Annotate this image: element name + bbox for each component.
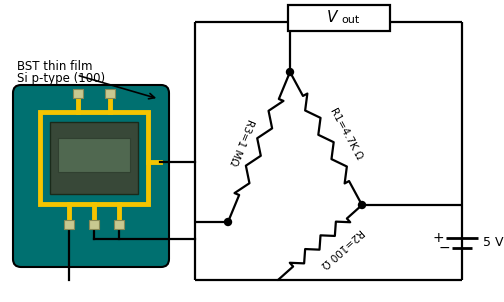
Bar: [73, 89, 83, 98]
Bar: [58, 138, 130, 172]
Text: −: −: [438, 240, 450, 255]
FancyBboxPatch shape: [13, 85, 169, 267]
Bar: [65, 220, 75, 229]
Bar: [288, 5, 390, 31]
Bar: [50, 122, 138, 194]
Text: R2=100 Ω: R2=100 Ω: [319, 226, 365, 269]
Text: 5 V: 5 V: [483, 236, 503, 249]
Text: Si p-type (100): Si p-type (100): [17, 72, 105, 85]
Text: V: V: [327, 9, 337, 24]
Circle shape: [358, 201, 365, 208]
Circle shape: [224, 219, 231, 226]
Bar: [105, 89, 115, 98]
Text: out: out: [341, 15, 359, 25]
Circle shape: [286, 69, 293, 76]
Text: R3=1 MΩ: R3=1 MΩ: [227, 117, 255, 167]
Bar: [40, 112, 148, 204]
Bar: [113, 220, 123, 229]
Text: +: +: [432, 230, 444, 245]
Text: BST thin film: BST thin film: [17, 60, 93, 73]
Text: R1=4.7K Ω: R1=4.7K Ω: [328, 106, 364, 161]
Bar: [89, 220, 99, 229]
